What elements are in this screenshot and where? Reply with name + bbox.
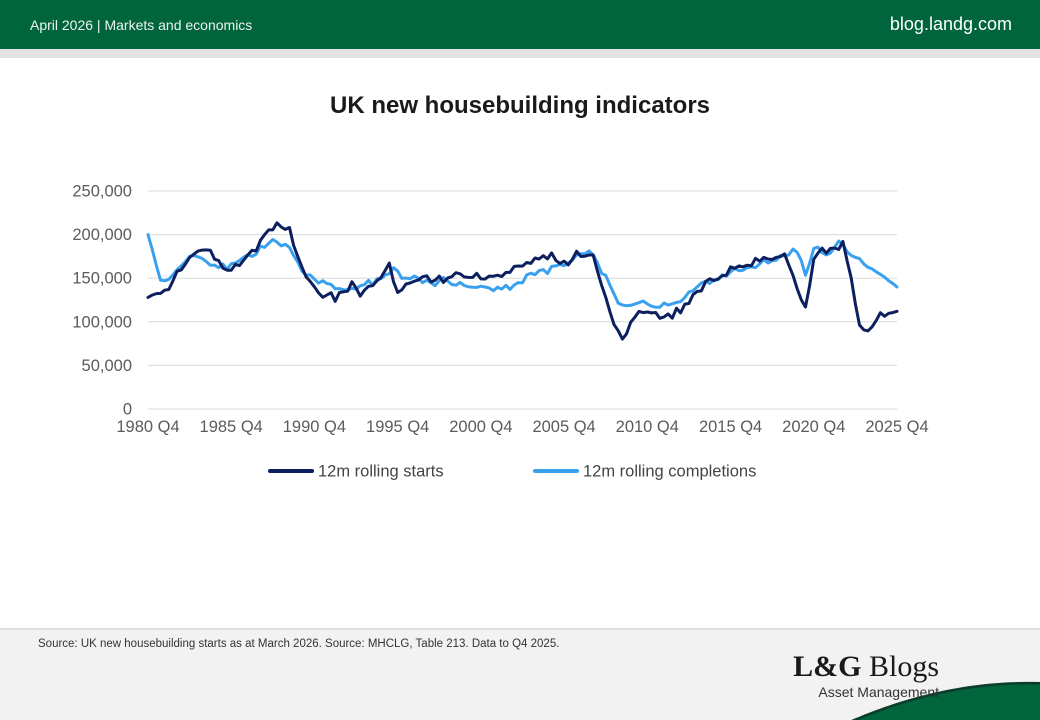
svg-text:200,000: 200,000 [72, 226, 132, 244]
svg-text:1995 Q4: 1995 Q4 [366, 418, 429, 436]
svg-text:1980 Q4: 1980 Q4 [116, 418, 179, 436]
svg-text:100,000: 100,000 [72, 313, 132, 331]
svg-text:1985 Q4: 1985 Q4 [200, 418, 263, 436]
svg-text:0: 0 [123, 401, 132, 419]
svg-text:2000 Q4: 2000 Q4 [449, 418, 512, 436]
svg-text:2005 Q4: 2005 Q4 [532, 418, 595, 436]
svg-text:12m rolling starts: 12m rolling starts [318, 463, 444, 481]
svg-text:150,000: 150,000 [72, 270, 132, 288]
svg-text:250,000: 250,000 [72, 183, 132, 201]
svg-text:1990 Q4: 1990 Q4 [283, 418, 346, 436]
svg-text:12m rolling completions: 12m rolling completions [583, 463, 756, 481]
svg-text:2025 Q4: 2025 Q4 [865, 418, 928, 436]
svg-text:2015 Q4: 2015 Q4 [699, 418, 762, 436]
svg-text:50,000: 50,000 [82, 357, 132, 375]
svg-text:2010 Q4: 2010 Q4 [616, 418, 679, 436]
svg-text:2020 Q4: 2020 Q4 [782, 418, 845, 436]
